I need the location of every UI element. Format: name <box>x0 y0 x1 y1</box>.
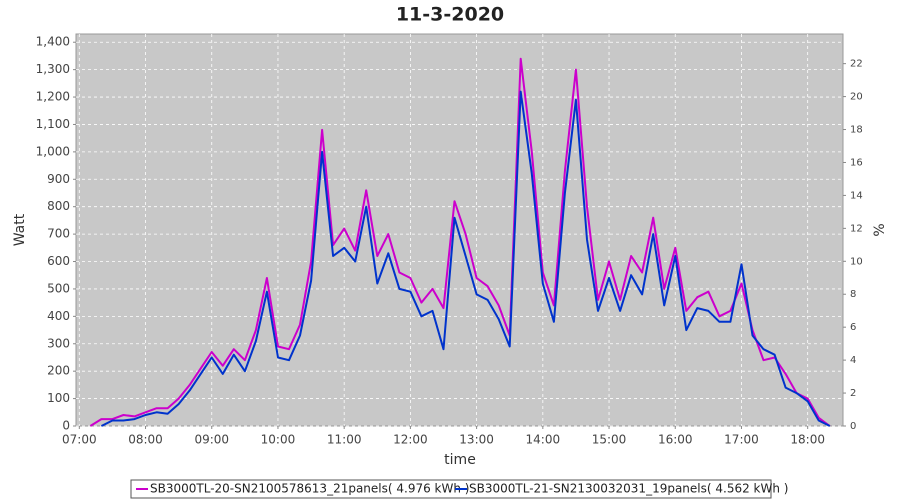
y2-tick-label: 12 <box>850 223 863 234</box>
legend <box>130 479 772 499</box>
y-tick-label: 0 <box>62 419 70 433</box>
y-tick-label: 1,100 <box>36 117 70 131</box>
y2-axis-label: % <box>872 223 888 236</box>
y-tick-label: 600 <box>47 254 70 268</box>
y2-tick-label: 6 <box>850 322 856 333</box>
x-tick-label: 16:00 <box>658 433 693 447</box>
legend-text: SB3000TL-21-SN2130032031_19panels( 4.562… <box>469 482 788 496</box>
y2-tick-label: 4 <box>850 355 856 366</box>
x-tick-label: 14:00 <box>526 433 561 447</box>
y2-tick-label: 22 <box>850 59 863 70</box>
y2-tick-label: 20 <box>850 92 863 103</box>
y2-tick-label: 18 <box>850 125 863 136</box>
y-tick-label: 1,300 <box>36 62 70 76</box>
x-tick-label: 17:00 <box>724 433 759 447</box>
x-tick-label: 11:00 <box>327 433 362 447</box>
y-axis-label: Watt <box>12 213 28 246</box>
plot-area <box>75 33 844 427</box>
x-tick-label: 09:00 <box>194 433 229 447</box>
series-line <box>89 57 831 427</box>
x-tick-label: 07:00 <box>62 433 97 447</box>
series-line <box>100 90 831 427</box>
x-tick-label: 15:00 <box>592 433 627 447</box>
y-tick-label: 900 <box>47 172 70 186</box>
y-tick-label: 1,000 <box>36 144 70 158</box>
x-axis-label: time <box>444 452 476 468</box>
x-tick-label: 10:00 <box>261 433 296 447</box>
y-tick-label: 400 <box>47 309 70 323</box>
x-tick-label: 13:00 <box>459 433 494 447</box>
y2-tick-label: 14 <box>850 190 863 201</box>
y2-tick-label: 0 <box>850 421 856 432</box>
y2-tick-label: 2 <box>850 388 856 399</box>
x-tick-label: 08:00 <box>128 433 163 447</box>
y-tick-label: 1,400 <box>36 35 70 49</box>
y-tick-label: 500 <box>47 281 70 295</box>
y-tick-label: 700 <box>47 227 70 241</box>
y2-tick-label: 8 <box>850 289 856 300</box>
x-tick-label: 12:00 <box>393 433 428 447</box>
y-tick-label: 800 <box>47 199 70 213</box>
y2-tick-label: 16 <box>850 157 863 168</box>
y-tick-label: 300 <box>47 336 70 350</box>
x-tick-label: 18:00 <box>790 433 825 447</box>
y-tick-label: 1,200 <box>36 90 70 104</box>
y2-tick-label: 10 <box>850 256 863 267</box>
y-tick-label: 200 <box>47 364 70 378</box>
legend-text: SB3000TL-20-SN2100578613_21panels( 4.976… <box>150 482 469 496</box>
chart-title: 11-3-2020 <box>396 4 504 26</box>
y-tick-label: 100 <box>47 391 70 405</box>
